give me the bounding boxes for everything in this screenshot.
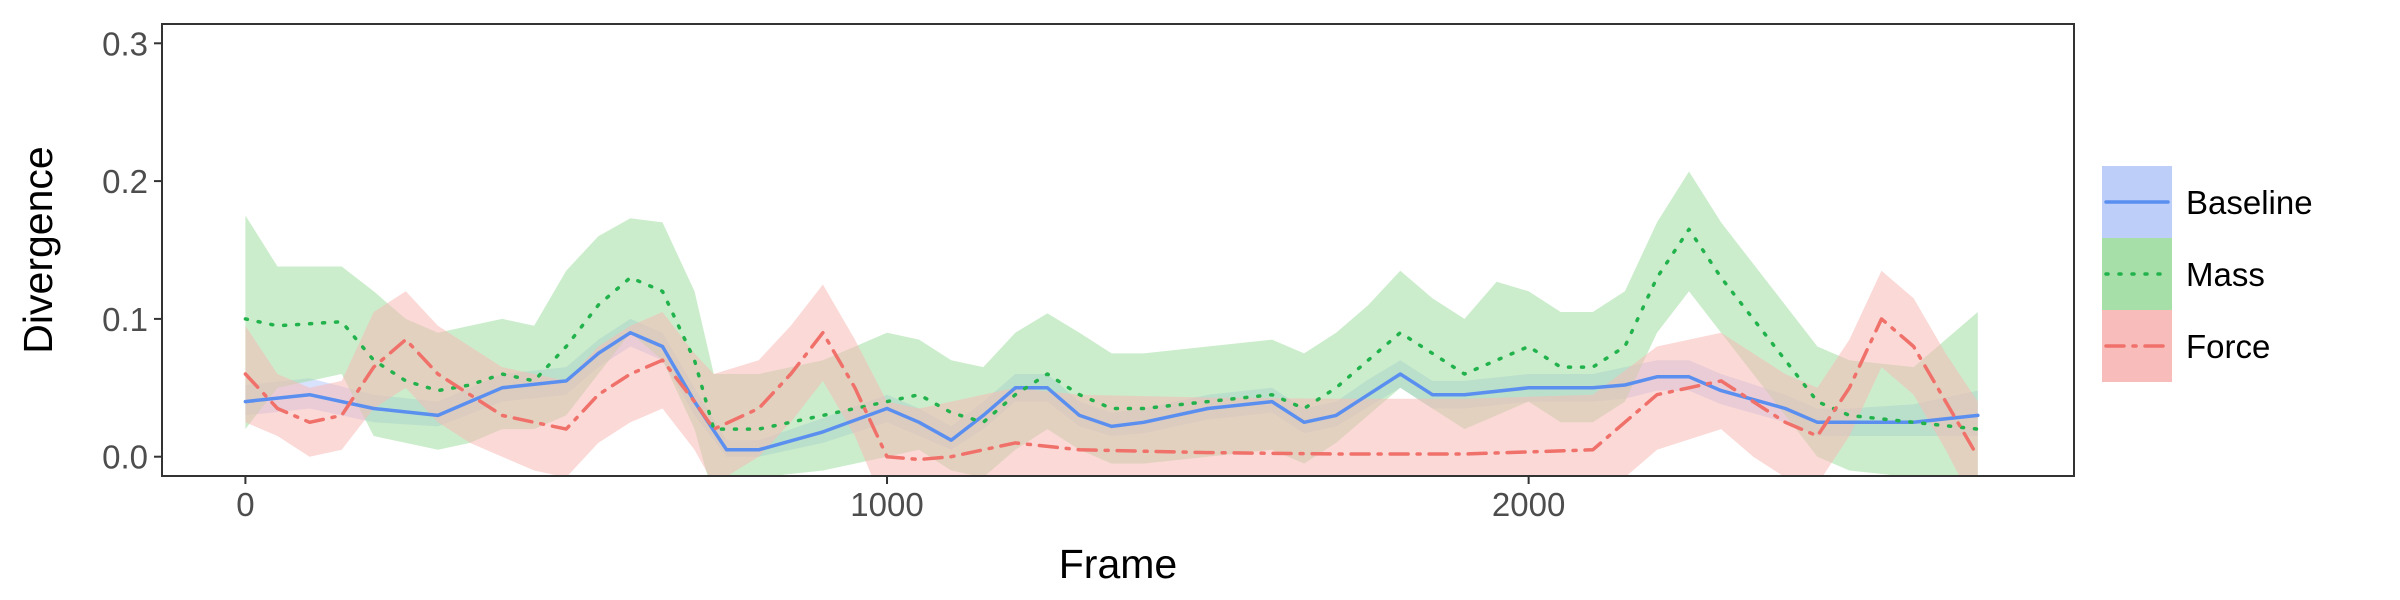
y-axis: 0.0 0.1 0.2 0.3	[102, 25, 162, 476]
y-tick-label: 0.1	[102, 301, 148, 338]
force-band	[245, 270, 1978, 476]
x-tick-label: 0	[236, 486, 254, 523]
legend-label-force: Force	[2186, 328, 2270, 365]
y-tick-label: 0.0	[102, 439, 148, 476]
y-tick-label: 0.2	[102, 163, 148, 200]
x-axis: 0 1000 2000	[236, 476, 1565, 523]
confidence-bands	[245, 171, 1978, 476]
series-lines	[243, 227, 1980, 462]
x-axis-title: Frame	[1059, 541, 1177, 587]
legend-item-mass: Mass	[2102, 238, 2265, 310]
x-tick-label: 2000	[1492, 486, 1565, 523]
legend-item-force: Force	[2102, 310, 2270, 382]
y-axis-title: Divergence	[15, 146, 61, 353]
y-tick-label: 0.3	[102, 25, 148, 62]
baseline-line	[243, 330, 1980, 452]
legend-label-baseline: Baseline	[2186, 184, 2313, 221]
plot-border	[161, 23, 2075, 477]
force-line	[243, 317, 1980, 462]
mass-line	[243, 227, 1980, 431]
legend-label-mass: Mass	[2186, 256, 2265, 293]
x-tick-label: 1000	[850, 486, 923, 523]
legend: Baseline Mass Force	[2102, 166, 2313, 382]
legend-item-baseline: Baseline	[2102, 166, 2313, 238]
